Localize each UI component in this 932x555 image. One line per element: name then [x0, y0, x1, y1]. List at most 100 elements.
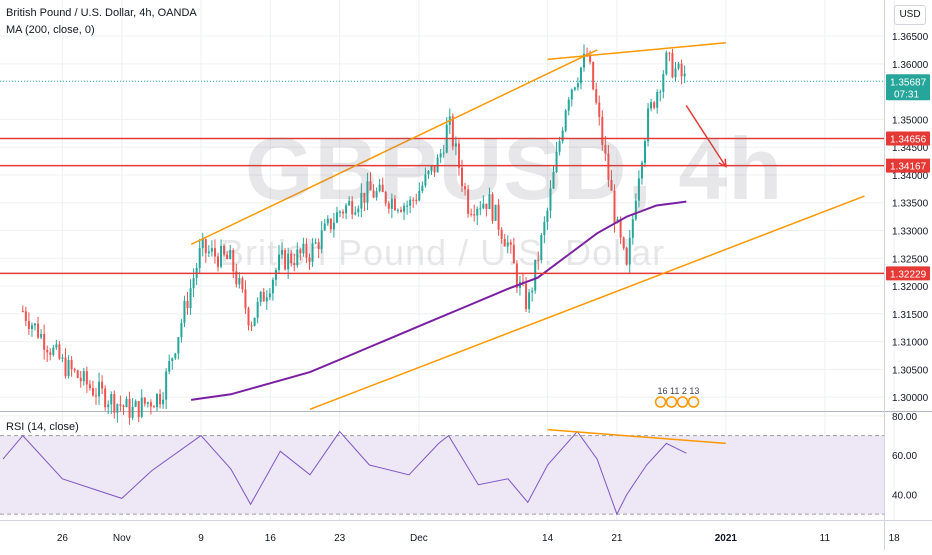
candle-body: [82, 371, 85, 382]
candle-body: [143, 397, 146, 404]
candle-body: [363, 192, 366, 203]
candle-body: [159, 393, 162, 405]
candle-body: [58, 344, 61, 359]
candle-body: [430, 165, 433, 172]
candle-body: [284, 250, 287, 270]
candle-body: [259, 291, 262, 302]
candle-body: [628, 237, 631, 265]
candle-body: [482, 203, 485, 209]
candle-body: [403, 205, 406, 212]
candle-body: [525, 283, 528, 310]
price-tick-label: 1.30000: [892, 393, 929, 404]
time-tick-label: 16: [265, 533, 277, 544]
event-flag-icon: [676, 396, 689, 408]
candle-body: [52, 347, 55, 355]
level-price-tag-bg: [886, 266, 930, 281]
level-price-tag-bg: [886, 158, 930, 173]
candle-body: [464, 186, 467, 190]
candle-body: [317, 242, 320, 249]
time-tick-label: 14: [542, 533, 554, 544]
candle-body: [579, 67, 582, 84]
candle-body: [366, 181, 369, 203]
candle-body: [180, 322, 183, 338]
events-badge-text: 16 11 2 13: [658, 386, 700, 396]
candle-body: [384, 192, 387, 204]
price-tick-label: 1.35000: [892, 115, 929, 126]
candle-body: [244, 289, 247, 309]
candle-body: [369, 181, 372, 191]
candle-body: [622, 237, 625, 249]
candle-body: [647, 108, 650, 142]
candle-body: [274, 270, 277, 280]
price-axis: 1.30000 1.30500 1.31000 1.31500 1.32000 1.325…: [886, 32, 930, 501]
candle-body: [561, 130, 564, 142]
candle-body: [146, 402, 149, 404]
candle-body: [476, 208, 479, 216]
candle-body: [256, 301, 259, 318]
candle-body: [302, 243, 305, 254]
ma-indicator-label[interactable]: MA (200, close, 0): [6, 24, 95, 36]
candle-body: [583, 53, 586, 68]
candle-body: [555, 151, 558, 173]
candle-body: [625, 248, 628, 265]
candle-body: [671, 53, 674, 78]
candle-body: [326, 218, 329, 224]
candle-body: [140, 397, 143, 417]
candle-body: [683, 73, 686, 77]
candle-body: [104, 388, 107, 408]
candle-body: [85, 371, 88, 385]
candle-body: [674, 68, 677, 78]
candle-body: [479, 208, 482, 210]
candle-body: [156, 393, 159, 408]
candle-body: [531, 290, 534, 293]
time-tick-label: 23: [334, 533, 346, 544]
candle-body: [271, 279, 274, 294]
candle-body: [494, 204, 497, 221]
candle-body: [46, 349, 49, 353]
candle-body: [613, 190, 616, 223]
candle-body: [424, 174, 427, 186]
candle-body: [229, 250, 232, 260]
current-price-tag-bg: [886, 74, 930, 101]
trendline: [547, 42, 726, 61]
price-tick-label: 1.34500: [892, 143, 929, 154]
candle-body: [567, 99, 570, 111]
candle-body: [168, 360, 171, 372]
rsi-line: [2, 430, 687, 516]
rsi-indicator-label[interactable]: RSI (14, close): [6, 421, 79, 433]
candle-body: [226, 254, 229, 260]
time-tick-label: 9: [198, 533, 204, 544]
candle-body: [680, 63, 683, 77]
price-tick-label: 1.32500: [892, 254, 929, 265]
candle-body: [592, 62, 595, 90]
candle-body: [543, 221, 546, 236]
candle-body: [491, 194, 494, 221]
candle-body: [653, 102, 656, 108]
candle-body: [232, 250, 235, 272]
candle-body: [442, 152, 445, 154]
economic-events-badge: 16 11 2 13: [654, 386, 700, 408]
candle-body: [186, 300, 189, 309]
candle-body: [299, 249, 302, 254]
candle-body: [451, 116, 454, 147]
candle-body: [656, 91, 659, 108]
candle-body: [650, 102, 653, 109]
rsi-tick-label: 60.00: [892, 451, 917, 462]
candle-body: [461, 167, 464, 187]
candle-body: [265, 297, 268, 302]
candle-body: [497, 204, 500, 230]
current-price-tag: 1.35687: [890, 77, 927, 88]
candle-body: [534, 259, 537, 291]
currency-selector[interactable]: USD: [894, 5, 926, 25]
candle-body: [345, 205, 348, 214]
candle-body: [238, 278, 241, 285]
level-price-tag: 1.34167: [890, 162, 927, 173]
candlesticks: [21, 44, 686, 425]
candle-body: [348, 201, 351, 206]
candle-body: [220, 245, 223, 267]
candle-body: [506, 242, 509, 247]
candle-body: [101, 381, 104, 389]
candle-body: [509, 242, 512, 245]
